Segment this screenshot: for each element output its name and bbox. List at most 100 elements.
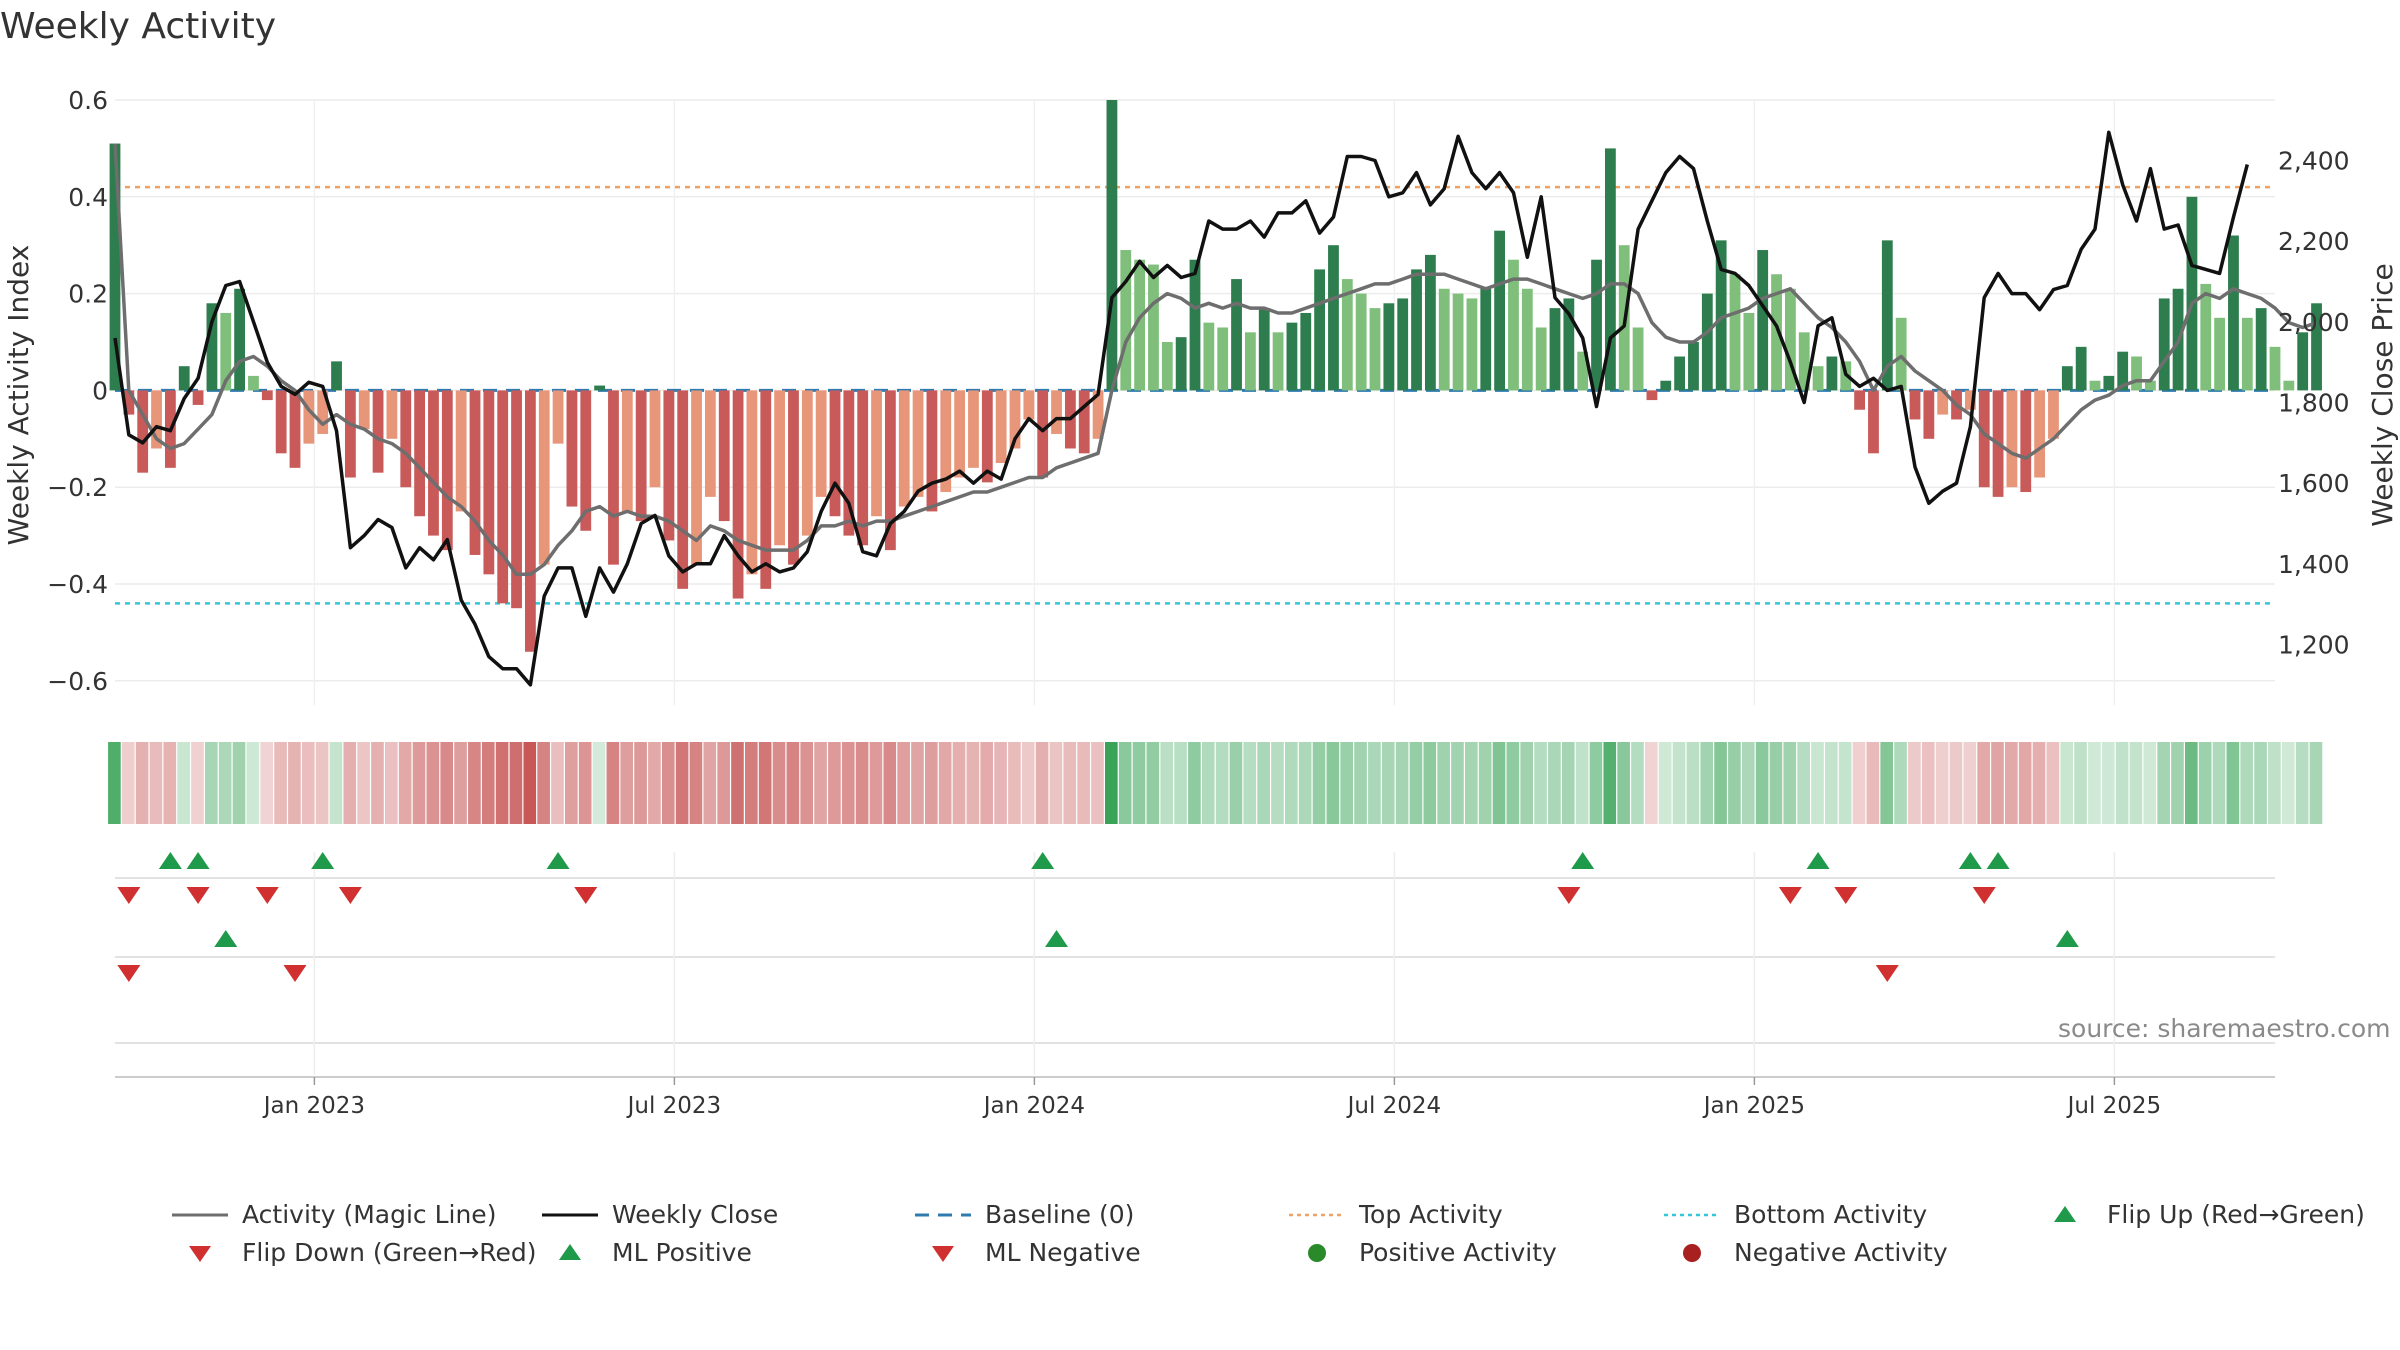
- legend-item-mlneg: ML Negative: [913, 1238, 1141, 1267]
- strip-cell: [1991, 742, 2004, 824]
- activity-bar: [1466, 298, 1478, 391]
- activity-bar: [414, 390, 426, 517]
- ml-flip-down-marker: [574, 887, 598, 904]
- legend-item-mlpos: ML Positive: [540, 1238, 752, 1267]
- activity-bar: [1134, 259, 1146, 391]
- strip-cell: [1852, 742, 1866, 824]
- strip-cell: [301, 742, 315, 824]
- activity-bar: [1203, 322, 1215, 391]
- strip-cell: [1063, 742, 1077, 824]
- activity-bar: [1895, 317, 1907, 391]
- strip-cell: [481, 742, 495, 824]
- activity-bar: [663, 390, 675, 541]
- activity-flip-down-marker: [1875, 965, 1899, 982]
- activity-bar: [372, 390, 384, 473]
- strip-cell: [2254, 742, 2267, 824]
- activity-bar: [455, 390, 467, 512]
- activity-bar: [483, 390, 495, 575]
- activity-bar: [1106, 100, 1118, 391]
- y2-tick-label: 1,800: [2278, 389, 2350, 418]
- y-tick-label: −0.4: [47, 570, 108, 599]
- legend-item-posact: Positive Activity: [1287, 1238, 1557, 1267]
- activity-bar: [358, 390, 370, 430]
- strip-cell: [1825, 742, 1838, 824]
- strip-cell: [1935, 742, 1949, 824]
- activity-bar: [718, 390, 730, 522]
- y2-tick-label: 2,400: [2278, 147, 2350, 176]
- strip-cell: [1866, 742, 1880, 824]
- activity-bar: [2117, 351, 2129, 391]
- strip-cell: [772, 742, 786, 824]
- activity-bar: [2228, 235, 2239, 391]
- strip-cell: [911, 742, 924, 824]
- legend-label: Weekly Close: [612, 1200, 779, 1229]
- strip-cell: [218, 742, 232, 824]
- activity-bar: [109, 143, 121, 391]
- strip-cell: [1492, 742, 1506, 824]
- activity-bar: [303, 390, 315, 444]
- strip-cell: [1714, 742, 1727, 824]
- activity-bar: [137, 390, 149, 473]
- strip-cell: [1741, 742, 1755, 824]
- strip-cell: [1215, 742, 1229, 824]
- legend-label: ML Negative: [985, 1238, 1141, 1267]
- activity-bar: [2075, 346, 2087, 391]
- activity-bar: [746, 390, 758, 575]
- strip-cell: [1174, 742, 1187, 824]
- strip-cell: [1728, 742, 1741, 824]
- activity-bar: [469, 390, 481, 555]
- strip-cell: [2226, 742, 2240, 824]
- strip-cell: [1921, 742, 1935, 824]
- strip-cell: [1105, 742, 1118, 824]
- strip-cell: [689, 742, 703, 824]
- strip-cell: [1381, 742, 1395, 824]
- strip-cell: [2281, 742, 2295, 824]
- activity-bar: [968, 390, 979, 468]
- axes: 0.6 0.4 0.2 0 −0.2 −0.4 −0.6 2,400 2,200 2,000 1,8…: [2, 86, 2399, 696]
- activity-bar: [857, 390, 869, 546]
- strip-cell: [329, 742, 343, 824]
- ml-flip-down-marker: [255, 887, 279, 904]
- legend-item-negact: Negative Activity: [1662, 1238, 1948, 1267]
- activity-bar: [2103, 375, 2115, 391]
- activity-bar: [926, 390, 938, 512]
- activity-bar: [995, 390, 1007, 463]
- activity-flip-down-marker: [117, 965, 141, 982]
- activity-flip-up-marker: [2055, 930, 2079, 947]
- strip-cell: [357, 742, 370, 824]
- ml-flip-down-marker: [117, 887, 141, 904]
- activity-bar: [317, 390, 329, 434]
- strip-cell: [648, 742, 661, 824]
- activity-bar: [428, 390, 439, 536]
- activity-bar: [1480, 288, 1492, 391]
- activity-bar: [1881, 240, 1893, 391]
- activity-bar: [843, 390, 855, 536]
- activity-bar: [1771, 274, 1782, 391]
- activity-bar: [871, 390, 882, 517]
- strip-cell: [232, 742, 246, 824]
- activity-bar: [1120, 250, 1132, 391]
- strip-cell: [1257, 742, 1270, 824]
- strip-cell: [800, 742, 814, 824]
- activity-bar: [1272, 332, 1284, 391]
- strip-cell: [509, 742, 523, 824]
- activity-bar: [1757, 250, 1769, 391]
- activity-bar: [898, 390, 910, 507]
- activity-bar: [497, 390, 509, 604]
- activity-bar: [1148, 264, 1159, 391]
- activity-bar: [1244, 332, 1256, 391]
- activity-bar: [829, 390, 841, 517]
- activity-bar: [649, 390, 661, 488]
- activity-bar: [248, 375, 259, 391]
- ml-flip-up-marker: [311, 852, 335, 869]
- activity-bar: [1438, 288, 1450, 391]
- y-tick-label: 0.6: [68, 86, 108, 115]
- activity-bar: [206, 303, 218, 391]
- activity-bar: [1646, 390, 1658, 401]
- strip-cell: [1838, 742, 1852, 824]
- strip-cell: [1949, 742, 1963, 824]
- legend-item-flipdown: Flip Down (Green→Red): [170, 1238, 537, 1267]
- activity-bar: [608, 390, 619, 565]
- strip-cell: [1506, 742, 1520, 824]
- strip-cell: [412, 742, 426, 824]
